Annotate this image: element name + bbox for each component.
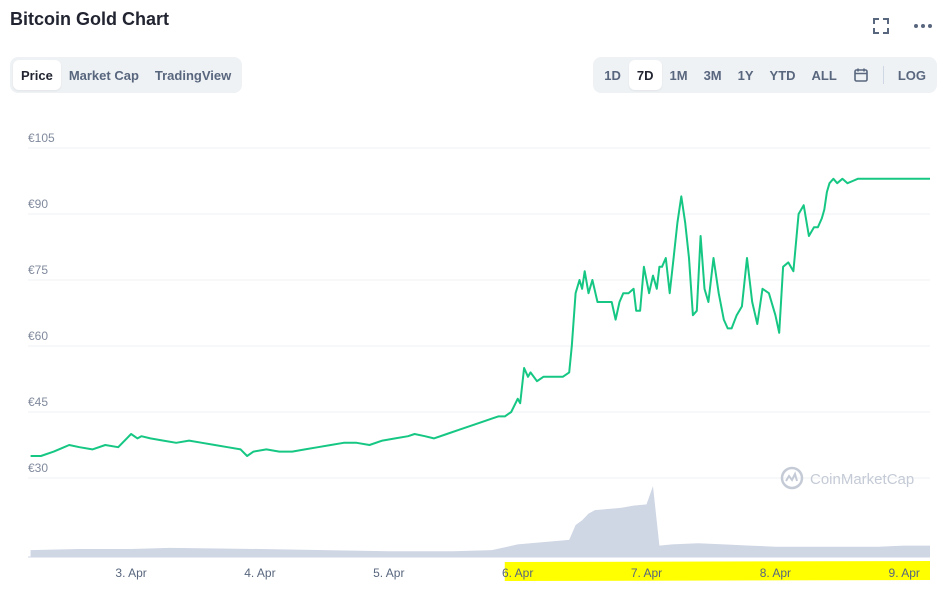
range-1y[interactable]: 1Y — [737, 67, 754, 83]
chart-grid — [28, 147, 930, 558]
time-range-selector: 1D 7D 1M 3M 1Y YTD ALL LOG — [593, 57, 937, 93]
y-tick-label: €60 — [28, 329, 48, 343]
x-tick-label: 9. Apr — [889, 566, 920, 580]
y-tick-label: €90 — [28, 197, 48, 211]
tab-market-cap[interactable]: Market Cap — [68, 67, 139, 83]
range-all[interactable]: ALL — [811, 67, 837, 83]
highlight-band — [504, 561, 930, 581]
watermark-text: CoinMarketCap — [810, 471, 914, 488]
watermark: CoinMarketCap — [780, 466, 914, 490]
y-axis: €30 €45 €60 €75 €90 €105 — [28, 131, 55, 475]
log-scale-toggle[interactable]: LOG — [897, 67, 926, 83]
x-tick-label: 7. Apr — [631, 566, 662, 580]
volume-area — [30, 486, 930, 557]
y-tick-label: €75 — [28, 263, 48, 277]
tab-price[interactable]: Price — [13, 60, 61, 90]
tab-tradingview[interactable]: TradingView — [154, 67, 232, 83]
chart-mode-tabs: Price Market Cap TradingView — [10, 57, 243, 93]
range-1d[interactable]: 1D — [604, 67, 621, 83]
range-7d[interactable]: 7D — [628, 60, 662, 90]
range-1m[interactable]: 1M — [669, 67, 688, 83]
x-tick-label: 4. Apr — [244, 566, 275, 580]
range-ytd[interactable]: YTD — [769, 67, 796, 83]
chart-actions — [871, 16, 933, 36]
fullscreen-icon[interactable] — [871, 16, 891, 36]
y-tick-label: €30 — [28, 461, 48, 475]
range-3m[interactable]: 3M — [703, 67, 722, 83]
y-tick-label: €105 — [28, 131, 55, 145]
x-tick-label: 8. Apr — [760, 566, 791, 580]
x-tick-label: 6. Apr — [502, 566, 533, 580]
x-tick-label: 3. Apr — [115, 566, 146, 580]
page-title: Bitcoin Gold Chart — [10, 9, 169, 29]
price-line — [30, 177, 930, 457]
more-options-icon[interactable] — [913, 16, 933, 36]
range-divider — [882, 66, 884, 84]
calendar-icon[interactable] — [845, 60, 877, 90]
y-tick-label: €45 — [28, 395, 48, 409]
x-tick-label: 5. Apr — [373, 566, 404, 580]
volume-series — [30, 486, 930, 557]
price-series — [30, 177, 930, 457]
coinmarketcap-logo-icon — [780, 466, 804, 490]
x-axis: 3. Apr 4. Apr 5. Apr 6. Apr 7. Apr 8. Apr 9. A… — [115, 566, 920, 580]
highlight-mark — [504, 561, 930, 581]
